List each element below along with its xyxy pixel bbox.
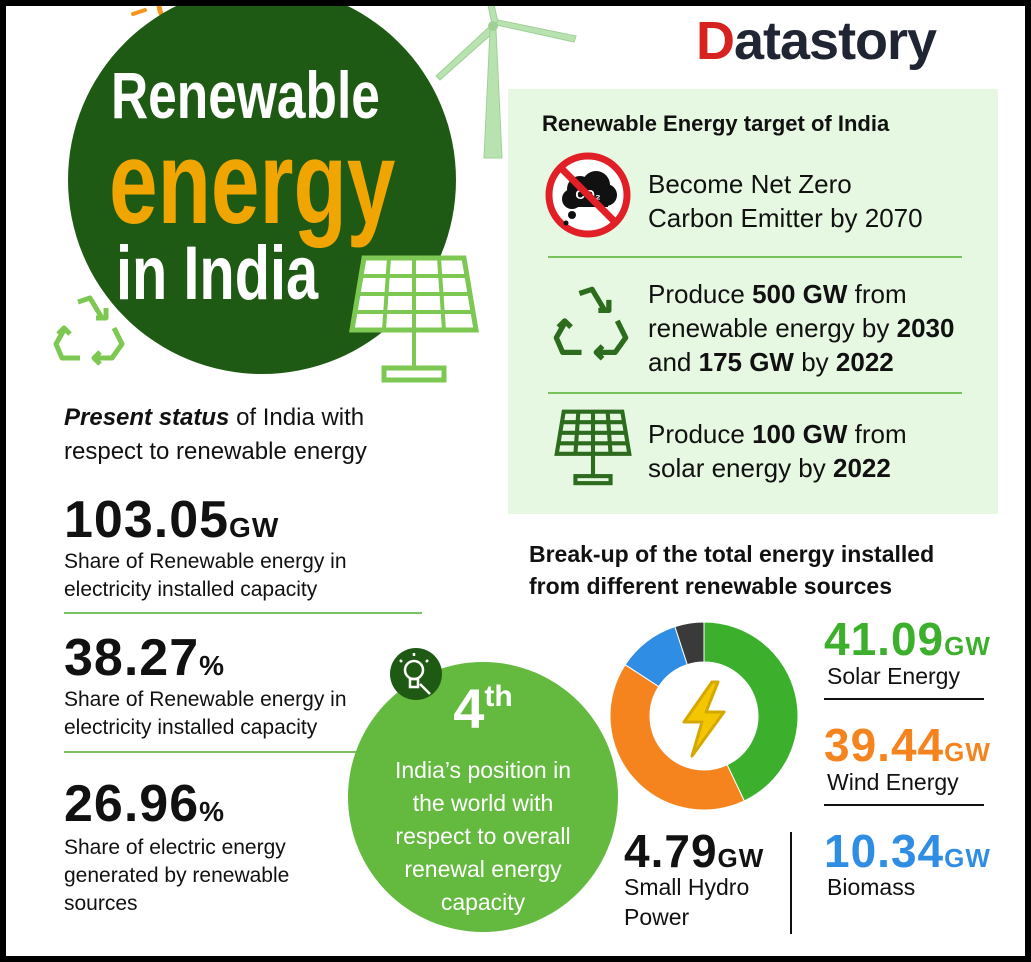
solar-label: Solar Energy	[827, 663, 960, 689]
breakup-title: Break-up of the total energy installed f…	[529, 541, 935, 599]
energy-breakup-donut	[609, 621, 799, 811]
targets-panel: Renewable Energy target of India CO₂ Bec…	[508, 89, 998, 514]
target-item-2: Produce 500 GW from renewable energy by …	[648, 279, 955, 377]
infographic: Renewable energy in India Datastory Rene…	[6, 6, 1025, 956]
divider	[790, 832, 792, 934]
world-position-rank: 4th	[453, 677, 513, 740]
divider	[64, 751, 422, 753]
recycle-icon	[553, 286, 629, 361]
targets-title: Renewable Energy target of India	[542, 111, 890, 136]
small-hydro-value: 4.79GW	[624, 825, 765, 877]
world-position-circle: 4th India’s position in the world with res…	[348, 662, 618, 932]
wind-label: Wind Energy	[827, 769, 959, 795]
stat-value: 38.27%	[64, 629, 226, 687]
stat-desc: Share of Renewable energy in electricity …	[64, 688, 347, 739]
hero-title-line2: energy	[109, 117, 396, 249]
wind-turbine-icon	[435, 6, 577, 159]
target-1-line2: Carbon Emitter by 2070	[648, 203, 923, 233]
target-1-line1: Become Net Zero	[648, 169, 852, 199]
brand-logo: Datastory	[696, 10, 937, 72]
no-co2-icon: CO₂	[545, 152, 631, 238]
divider	[548, 392, 962, 394]
divider	[824, 698, 984, 700]
divider	[64, 612, 422, 614]
small-hydro-label: Small Hydro Power	[624, 874, 750, 930]
hero-title-line1: Renewable	[111, 58, 380, 132]
world-position-text: India’s position in the world with respect…	[394, 757, 572, 915]
wind-value: 39.44GW	[824, 719, 991, 771]
stat-value: 26.96%	[64, 775, 226, 833]
status-intro: Present status of India with respect to …	[64, 404, 367, 465]
solar-value: 41.09GW	[824, 613, 991, 665]
biomass-value: 10.34GW	[824, 825, 991, 877]
brand-logo-text: atastory	[734, 11, 937, 71]
brand-logo-letter: D	[696, 11, 735, 71]
lightbulb-icon	[390, 648, 442, 700]
stat-value: 103.05GW	[64, 491, 280, 549]
hero-title-line3: in India	[116, 231, 319, 316]
target-item-3: Produce 100 GW from solar energy by 2022	[648, 419, 907, 483]
biomass-label: Biomass	[827, 874, 916, 900]
stat-desc: Share of electric energy generated by ren…	[64, 836, 290, 915]
stat-desc: Share of Renewable energy in electricity …	[64, 550, 347, 601]
lightning-icon	[682, 680, 726, 758]
recycle-icon	[53, 295, 125, 366]
divider	[548, 256, 962, 258]
divider	[824, 804, 984, 806]
target-item-1: Become Net Zero Carbon Emitter by 2070	[648, 167, 923, 235]
solar-panel-icon	[349, 255, 479, 383]
solar-panel-icon	[554, 409, 632, 486]
